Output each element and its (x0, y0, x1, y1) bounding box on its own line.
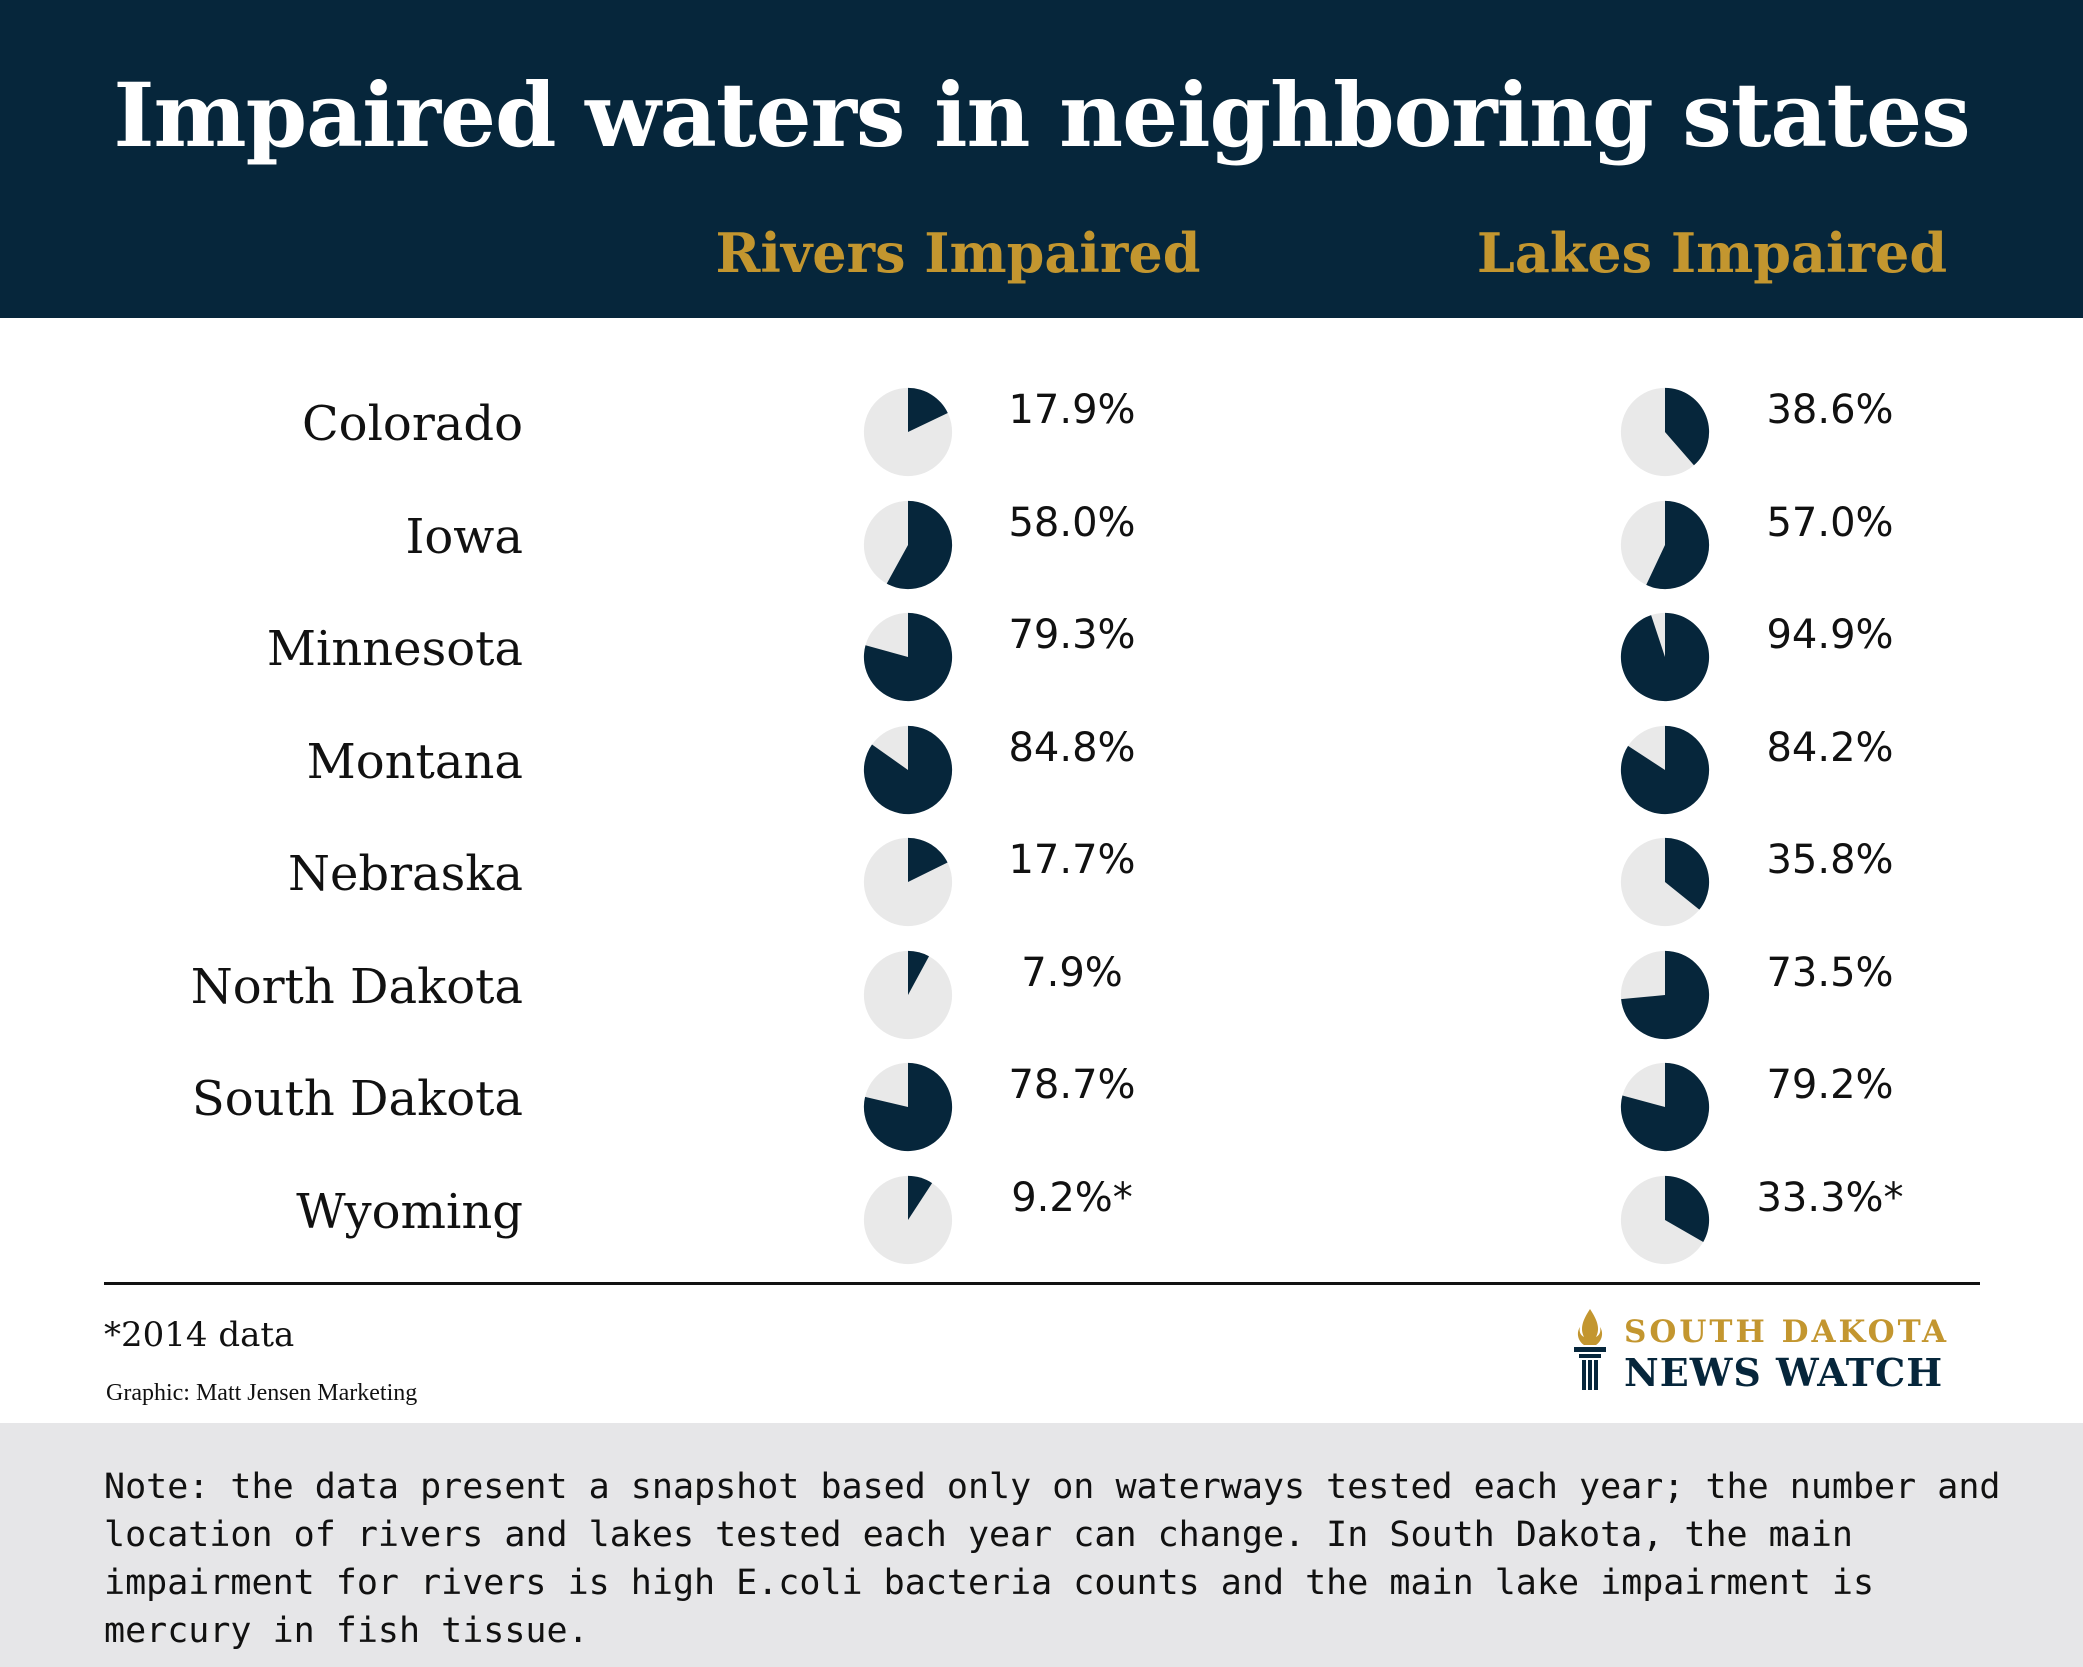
state-label-colorado: Colorado (301, 396, 523, 452)
lakes-pie-south-dakota-slice (1620, 1062, 1710, 1152)
logo-text-bottom: NEWS WATCH (1624, 1350, 1944, 1395)
lakes-value-wyoming: 33.3%* (1756, 1174, 1904, 1221)
lakes-pie-wyoming-slice (1665, 1175, 1710, 1242)
state-row-colorado: Colorado 17.9% 38.6% (0, 353, 2083, 477)
state-label-south-dakota: South Dakota (191, 1071, 523, 1127)
rivers-pie-south-dakota-slice (863, 1062, 953, 1152)
state-rows: Colorado 17.9% 38.6% Iowa 58.0% 57.0% Minnesot… (0, 318, 2083, 1278)
note-text: Note: the data present a snapshot based … (104, 1467, 2001, 1651)
header-band: Impaired waters in neighboring states Ri… (0, 0, 2083, 318)
rivers-value-south-dakota: 78.7% (1008, 1062, 1136, 1108)
state-label-north-dakota: North Dakota (190, 958, 523, 1015)
rivers-pie-nebraska (863, 837, 953, 927)
rivers-pie-iowa-slice (886, 500, 953, 589)
lakes-value-iowa: 57.0% (1766, 499, 1894, 546)
rivers-pie-colorado-slice (908, 387, 948, 432)
lakes-pie-south-dakota (1620, 1062, 1710, 1152)
page-title: Impaired waters in neighboring states (113, 63, 1970, 167)
state-row-minnesota: Minnesota 79.3% 94.9% (0, 578, 2083, 702)
state-row-north-dakota: North Dakota 7.9% 73.5% (0, 916, 2083, 1039)
torch-icon (1574, 1309, 1606, 1390)
rivers-value-wyoming: 9.2%* (1011, 1174, 1133, 1221)
lakes-pie-montana (1620, 725, 1710, 814)
lakes-pie-iowa (1620, 500, 1710, 589)
lakes-pie-north-dakota (1620, 950, 1710, 1039)
rivers-pie-montana (863, 725, 953, 814)
rivers-pie-north-dakota (863, 950, 953, 1039)
news-watch-logo: SOUTH DAKOTA NEWS WATCH (1570, 1305, 1980, 1395)
lakes-value-montana: 84.2% (1766, 724, 1894, 771)
lakes-value-nebraska: 35.8% (1766, 837, 1894, 883)
lakes-pie-montana-slice (1620, 725, 1710, 814)
rivers-pie-wyoming-slice (908, 1175, 933, 1220)
rivers-column-heading: Rivers Impaired (715, 221, 1201, 285)
state-label-minnesota: Minnesota (266, 621, 523, 677)
rivers-value-minnesota: 79.3% (1008, 612, 1136, 658)
rivers-pie-colorado (863, 387, 953, 477)
rivers-pie-north-dakota-slice (908, 950, 930, 995)
divider (104, 1282, 1980, 1285)
lakes-value-north-dakota: 73.5% (1766, 949, 1894, 996)
rivers-pie-montana-slice (863, 725, 953, 814)
rivers-pie-minnesota-slice (863, 612, 953, 702)
rivers-value-montana: 84.8% (1008, 724, 1136, 771)
state-row-wyoming: Wyoming 9.2%* 33.3%* (0, 1141, 2083, 1264)
lakes-pie-nebraska-slice (1665, 837, 1710, 910)
rivers-pie-nebraska-slice (908, 837, 948, 882)
lakes-column-heading: Lakes Impaired (1476, 221, 1948, 285)
state-row-iowa: Iowa 58.0% 57.0% (0, 466, 2083, 589)
lakes-value-south-dakota: 79.2% (1766, 1062, 1894, 1108)
rivers-pie-minnesota (863, 612, 953, 702)
lakes-pie-iowa-slice (1646, 500, 1710, 589)
state-label-nebraska: Nebraska (287, 846, 523, 902)
rivers-pie-south-dakota (863, 1062, 953, 1152)
lakes-pie-colorado-slice (1665, 387, 1710, 466)
lakes-pie-wyoming (1620, 1175, 1710, 1264)
rivers-value-north-dakota: 7.9% (1021, 949, 1123, 996)
state-label-wyoming: Wyoming (296, 1183, 523, 1240)
rivers-value-nebraska: 17.7% (1008, 837, 1136, 883)
lakes-pie-colorado (1620, 387, 1710, 477)
lakes-pie-north-dakota-slice (1621, 950, 1710, 1039)
rivers-pie-wyoming (863, 1175, 953, 1264)
graphic-credit: Graphic: Matt Jensen Marketing (106, 1380, 418, 1406)
rivers-value-iowa: 58.0% (1008, 499, 1136, 546)
state-row-south-dakota: South Dakota 78.7% 79.2% (0, 1028, 2083, 1152)
rivers-value-colorado: 17.9% (1008, 387, 1136, 433)
lakes-value-minnesota: 94.9% (1766, 612, 1894, 658)
lakes-value-colorado: 38.6% (1766, 387, 1894, 433)
note-box: Note: the data present a snapshot based … (0, 1423, 2083, 1667)
state-row-nebraska: Nebraska 17.7% 35.8% (0, 803, 2083, 927)
lakes-pie-minnesota-slice (1620, 612, 1710, 702)
state-label-montana: Montana (306, 733, 523, 790)
lakes-pie-nebraska (1620, 837, 1710, 927)
rivers-pie-iowa (863, 500, 953, 589)
lakes-pie-minnesota (1620, 612, 1710, 702)
state-row-montana: Montana 84.8% 84.2% (0, 691, 2083, 814)
logo-text-top: SOUTH DAKOTA (1624, 1314, 1950, 1350)
state-label-iowa: Iowa (405, 508, 523, 565)
footnote: *2014 data (104, 1315, 295, 1355)
